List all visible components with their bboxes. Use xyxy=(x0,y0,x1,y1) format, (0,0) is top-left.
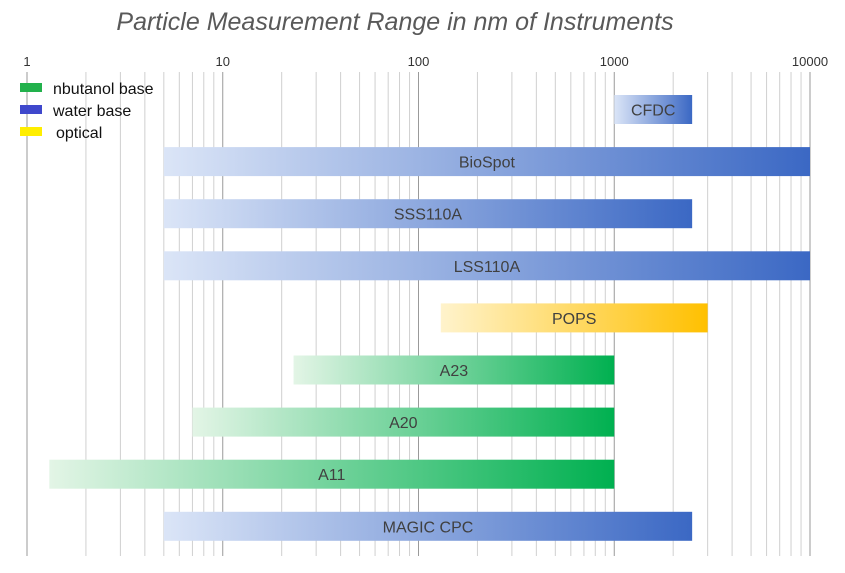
bar-label: SSS110A xyxy=(394,207,463,224)
bar-label: POPS xyxy=(552,311,596,328)
bar-label: A23 xyxy=(440,363,469,380)
x-axis-ticks: 1 10 100 1000 10000 xyxy=(23,54,828,69)
bar-a23 xyxy=(293,355,615,385)
bar-label: BioSpot xyxy=(459,155,516,172)
legend-swatch xyxy=(20,127,42,136)
legend-swatch xyxy=(20,105,42,114)
legend: nbutanol base water base optical xyxy=(20,81,154,142)
x-tick-label: 1000 xyxy=(600,54,629,69)
bar-cfdc xyxy=(614,95,693,124)
legend-entry: water base xyxy=(52,103,131,120)
bar-pops xyxy=(440,303,708,333)
bar-a11 xyxy=(49,459,615,489)
bar-label: A11 xyxy=(318,467,345,484)
x-tick-label: 10 xyxy=(216,54,230,69)
bar-a20 xyxy=(192,407,615,437)
bar-label: MAGIC CPC xyxy=(383,519,474,536)
legend-swatch xyxy=(20,83,42,92)
bar-lss110a xyxy=(163,251,811,281)
x-tick-label: 100 xyxy=(408,54,430,69)
bars: CFDC BioSpot SSS110A LSS110A POPS A23 A20 A11 MA… xyxy=(49,95,811,541)
legend-entry: nbutanol base xyxy=(53,81,154,98)
bar-label: LSS110A xyxy=(454,259,521,276)
legend-entry: optical xyxy=(56,125,102,142)
x-tick-label: 10000 xyxy=(792,54,828,69)
bar-biospot xyxy=(163,147,811,177)
bar-sss110a xyxy=(163,199,693,229)
x-tick-label: 1 xyxy=(23,54,30,69)
bar-label: CFDC xyxy=(631,103,675,120)
chart-title: Particle Measurement Range in nm of Inst… xyxy=(116,8,673,36)
bar-magic-cpc xyxy=(163,511,693,541)
bar-label: A20 xyxy=(389,415,418,432)
